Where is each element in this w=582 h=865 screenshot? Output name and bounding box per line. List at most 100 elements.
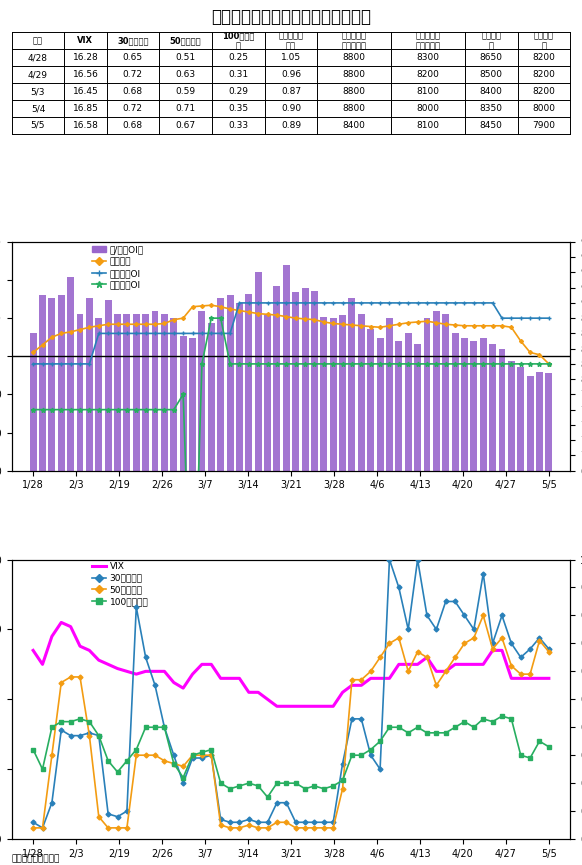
Text: 50日百分位: 50日百分位 [170,36,201,45]
Bar [404,333,411,509]
Bar [442,314,449,509]
Text: 0.68: 0.68 [123,87,143,96]
Text: 8650: 8650 [480,54,503,62]
Bar [489,344,496,509]
Bar [499,349,505,509]
Text: 0.59: 0.59 [176,87,196,96]
Bar [377,338,384,509]
Bar [517,367,524,509]
Text: 0.72: 0.72 [123,70,143,80]
Text: 8400: 8400 [343,121,365,130]
Text: 0.71: 0.71 [176,104,196,113]
Text: 16.45: 16.45 [73,87,98,96]
Bar [180,336,187,509]
Text: 16.28: 16.28 [73,54,98,62]
Bar [349,298,356,509]
Text: 0.89: 0.89 [281,121,301,130]
Bar [171,318,178,509]
Text: 0.35: 0.35 [228,104,249,113]
Text: 8800: 8800 [343,54,365,62]
Text: 選買權最
大: 選買權最 大 [481,31,501,50]
Text: 0.96: 0.96 [281,70,301,80]
Bar [246,294,252,509]
Bar [320,317,327,509]
Text: 賣權最大未
平倉履約價: 賣權最大未 平倉履約價 [416,31,441,50]
Text: 日期: 日期 [33,36,43,45]
Text: 7900: 7900 [533,121,555,130]
Bar [424,318,431,509]
Text: 8200: 8200 [533,54,555,62]
Text: 8400: 8400 [480,87,503,96]
Text: 0.33: 0.33 [228,121,249,130]
Bar [151,311,158,509]
Bar [283,265,290,509]
Bar [198,311,205,509]
Bar [301,288,308,509]
Text: 8000: 8000 [417,104,439,113]
Text: 0.68: 0.68 [123,121,143,130]
Bar [386,318,393,509]
Bar [189,338,196,509]
Bar [414,344,421,509]
Bar [508,361,515,509]
Bar [86,298,93,509]
Text: 8350: 8350 [480,104,503,113]
Text: 8200: 8200 [417,70,439,80]
Bar [95,318,102,509]
Text: 8200: 8200 [533,70,555,80]
Bar [161,314,168,509]
Text: VIX: VIX [77,36,94,45]
Bar [264,315,271,509]
Text: 5/4: 5/4 [31,104,45,113]
Text: 8450: 8450 [480,121,503,130]
Bar [123,314,130,509]
Bar [48,298,55,509]
Bar [470,341,477,509]
Bar [395,341,402,509]
Text: 5/5: 5/5 [31,121,45,130]
Text: 0.29: 0.29 [228,87,249,96]
Text: 8800: 8800 [343,87,365,96]
Legend: VIX, 30日百分位, 50日百分位, 100日百分位: VIX, 30日百分位, 50日百分位, 100日百分位 [89,559,152,610]
Bar [536,372,543,509]
Bar [461,338,468,509]
Bar [255,272,262,509]
Bar [545,373,552,509]
Bar [142,314,149,509]
Bar [339,315,346,509]
Text: 8200: 8200 [533,87,555,96]
Text: 0.25: 0.25 [228,54,249,62]
Text: 8800: 8800 [343,104,365,113]
Text: 0.87: 0.87 [281,87,301,96]
Text: 0.65: 0.65 [123,54,143,62]
Bar [67,277,74,509]
Text: 8800: 8800 [343,70,365,80]
Text: 8100: 8100 [417,87,439,96]
Bar [217,298,224,509]
Text: 30日百分位: 30日百分位 [117,36,148,45]
Text: 16.56: 16.56 [73,70,98,80]
Bar [452,333,459,509]
Bar [433,311,440,509]
Bar [114,314,121,509]
Text: 選擇權波動率指數與賣買權未平倉比: 選擇權波動率指數與賣買權未平倉比 [211,8,371,26]
Text: 選賣權最
大: 選賣權最 大 [534,31,554,50]
Bar [236,303,243,509]
Text: 統一期貨研究科製作: 統一期貨研究科製作 [12,855,60,863]
Text: 0.90: 0.90 [281,104,301,113]
Text: 4/29: 4/29 [28,70,48,80]
Text: 16.85: 16.85 [73,104,98,113]
Bar [133,314,140,509]
Text: 0.31: 0.31 [228,70,249,80]
Text: 買權最大未
平倉履約價: 買權最大未 平倉履約價 [342,31,367,50]
Text: 0.67: 0.67 [176,121,196,130]
Bar [330,318,336,509]
Bar [39,295,46,509]
Text: 4/28: 4/28 [28,54,48,62]
Text: 0.72: 0.72 [123,104,143,113]
Bar [311,291,318,509]
Text: 8300: 8300 [417,54,439,62]
Bar [30,333,37,509]
Text: 0.63: 0.63 [176,70,196,80]
Text: 0.51: 0.51 [176,54,196,62]
